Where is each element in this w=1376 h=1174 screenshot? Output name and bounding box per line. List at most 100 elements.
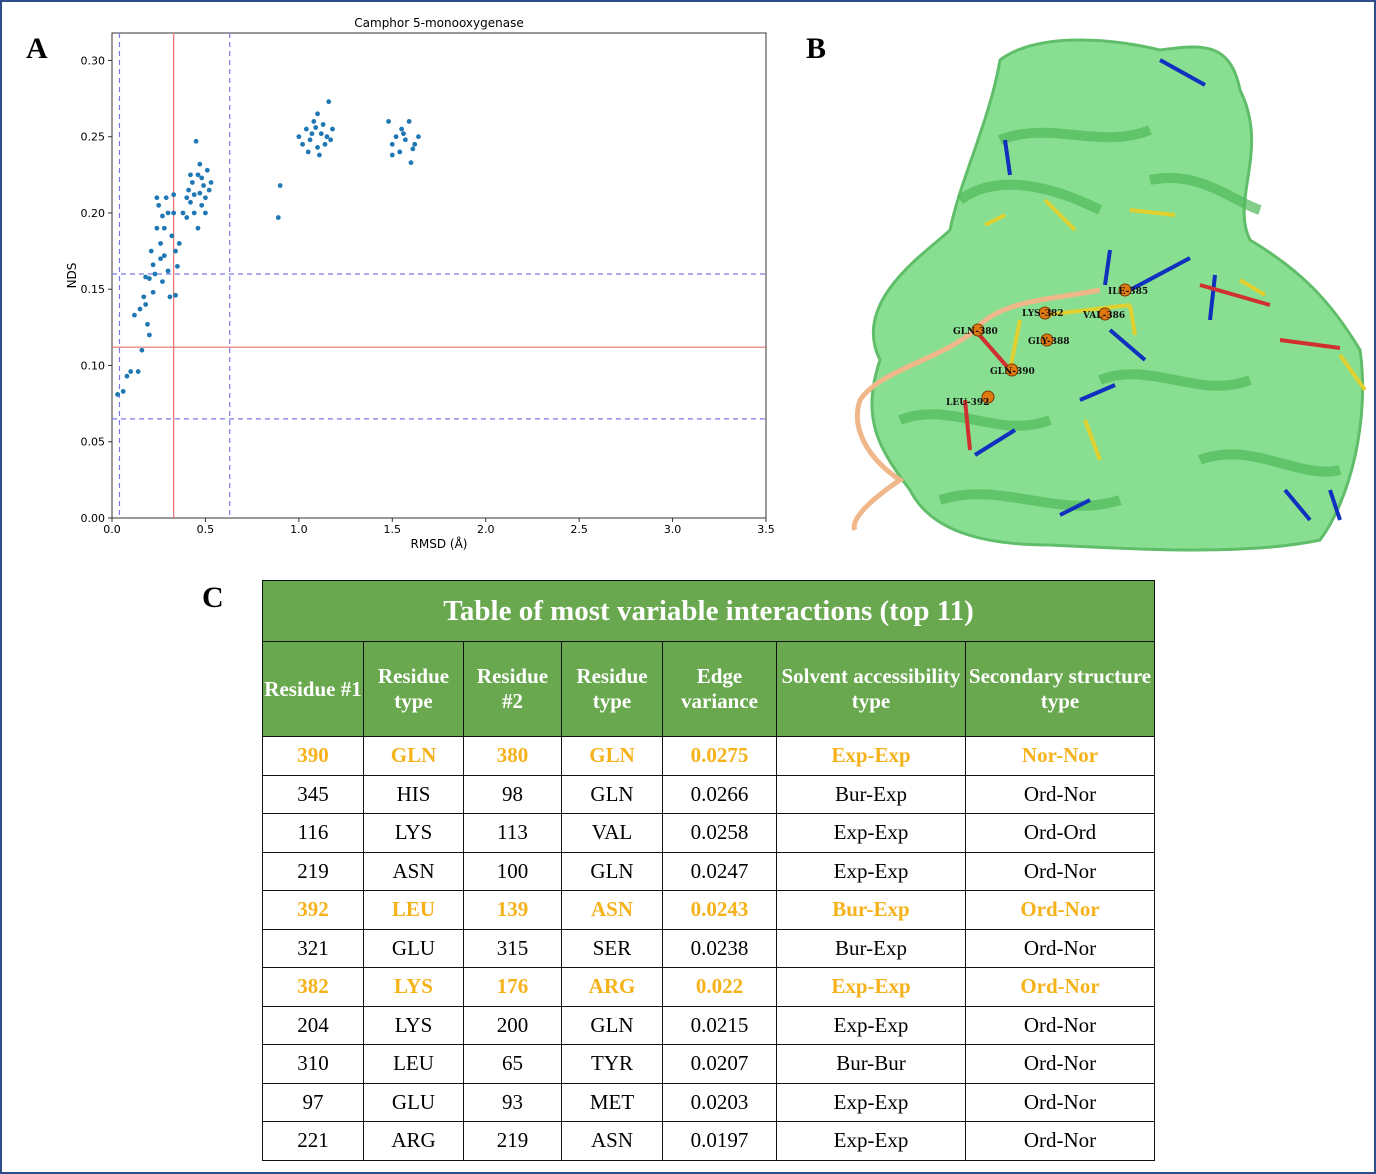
y-tick-label: 0.00	[81, 512, 106, 525]
table-row: 392 LEU 139 ASN 0.0243 Bur-Exp Ord-Nor	[262, 890, 1155, 930]
table-cell: 221	[262, 1121, 364, 1161]
table-cell: 0.0203	[662, 1082, 777, 1122]
chart-title: Camphor 5-monooxygenase	[354, 16, 523, 30]
figure-top: A B ILE-385 LYS-382 VAL-386 GLN-380 GLY-…	[26, 16, 1367, 552]
x-tick-label: 2.5	[570, 523, 588, 536]
point	[145, 321, 150, 327]
table-row: 97 GLU 93 MET 0.0203 Exp-Exp Ord-Nor	[262, 1082, 1155, 1122]
table-cell: LYS	[363, 967, 464, 1007]
x-tick-label: 0.0	[103, 523, 121, 536]
point	[188, 199, 193, 205]
point	[305, 149, 311, 155]
table-cell: Ord-Nor	[965, 890, 1155, 930]
table-cell: Ord-Nor	[965, 1044, 1155, 1084]
point	[146, 276, 152, 281]
table-cell: GLN	[561, 736, 663, 776]
table-cell: 345	[262, 774, 364, 814]
point	[146, 332, 152, 338]
x-tick-label: 3.0	[664, 523, 682, 536]
point	[330, 126, 335, 132]
point	[277, 183, 283, 188]
column-header: Residue #1	[262, 641, 364, 737]
table-cell: 315	[463, 928, 562, 968]
point	[195, 225, 201, 231]
table-cell: LYS	[363, 813, 464, 853]
point	[189, 180, 195, 185]
point	[203, 195, 208, 201]
table-cell: Exp-Exp	[776, 813, 966, 853]
column-header: Solvent accessibility type	[776, 641, 966, 737]
y-tick-label: 0.30	[81, 54, 106, 67]
table-cell: Exp-Exp	[776, 851, 966, 891]
table-cell: GLN	[561, 1005, 663, 1045]
point	[154, 195, 160, 201]
table-cell: 0.0243	[662, 890, 777, 930]
point	[161, 253, 167, 259]
y-tick-label: 0.20	[81, 207, 106, 220]
panel-label: C	[202, 581, 224, 614]
x-tick-label: 3.5	[757, 523, 775, 536]
point	[135, 369, 141, 374]
column-header: Residue type	[561, 641, 663, 737]
point	[393, 134, 399, 140]
point	[397, 149, 403, 155]
point	[160, 279, 165, 285]
x-tick-label: 1.5	[384, 523, 402, 536]
table-cell: 200	[463, 1005, 562, 1045]
table-cell: Bur-Exp	[776, 774, 966, 814]
table-cell: Nor-Nor	[965, 736, 1155, 776]
panel-label: A	[26, 32, 48, 65]
point	[167, 294, 173, 300]
table-cell: 382	[262, 967, 364, 1007]
point	[143, 302, 149, 307]
table-cell: 0.0247	[662, 851, 777, 891]
table-cell: Ord-Nor	[965, 774, 1155, 814]
table-cell: 219	[262, 851, 364, 891]
table-cell: MET	[561, 1082, 663, 1122]
point	[315, 144, 320, 150]
table-cell: ASN	[363, 851, 464, 891]
point	[165, 210, 171, 216]
point	[160, 213, 165, 219]
table-cell: Ord-Nor	[965, 967, 1155, 1007]
residue-label: GLN-380	[953, 327, 998, 337]
point	[180, 210, 186, 216]
panel-label: B	[806, 32, 826, 65]
point	[195, 172, 201, 178]
point	[416, 134, 421, 140]
header-row: Residue #1 Residue type Residue #2 Residue …	[262, 641, 1155, 737]
point	[412, 141, 418, 147]
point	[176, 241, 182, 246]
point	[184, 215, 190, 220]
point	[171, 210, 177, 216]
table-cell: Ord-Nor	[965, 928, 1155, 968]
point	[389, 152, 395, 158]
point	[317, 152, 322, 158]
point	[186, 187, 192, 193]
table-cell: SER	[561, 928, 663, 968]
table-cell: 113	[463, 813, 562, 853]
point	[320, 122, 326, 127]
point	[161, 225, 167, 231]
table-cell: Exp-Exp	[776, 967, 966, 1007]
point	[148, 248, 154, 254]
table-cell: Exp-Exp	[776, 1005, 966, 1045]
table-row: 345 HIS 98 GLN 0.0266 Bur-Exp Ord-Nor	[262, 774, 1155, 814]
table-row: 204 LYS 200 GLN 0.0215 Exp-Exp Ord-Nor	[262, 1005, 1155, 1045]
table-cell: LYS	[363, 1005, 464, 1045]
table-cell: GLN	[561, 851, 663, 891]
point	[307, 137, 313, 143]
table-cell: 100	[463, 851, 562, 891]
point	[188, 172, 193, 178]
table-cell: GLN	[363, 736, 464, 776]
point	[137, 306, 143, 312]
residue-label: VAL-386	[1082, 311, 1125, 321]
residue-label: GLY-388	[1028, 337, 1069, 347]
table-cell: Ord-Nor	[965, 1121, 1155, 1161]
y-tick-label: 0.10	[81, 359, 106, 372]
point	[322, 141, 328, 147]
point	[275, 215, 281, 220]
table-cell: Ord-Ord	[965, 813, 1155, 853]
table-cell: 0.0266	[662, 774, 777, 814]
table-cell: 0.022	[662, 967, 777, 1007]
